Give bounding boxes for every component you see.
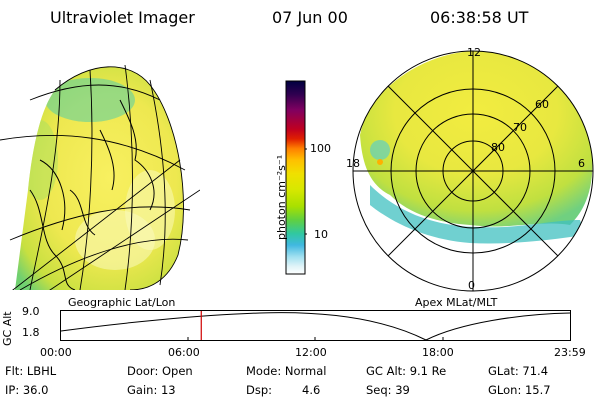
- altitude-curve: [60, 312, 571, 341]
- altitude-ylabel: GC Alt: [1, 311, 14, 346]
- mlt-label-12: 12: [467, 46, 481, 59]
- geographic-image-panel: [0, 64, 200, 290]
- altitude-plot: [60, 310, 571, 341]
- glon-info: GLon: 15.7: [488, 383, 551, 397]
- mode-info: Mode: Normal: [246, 364, 327, 378]
- time-tick-0000: 00:00: [40, 346, 72, 359]
- gc-alt-info: GC Alt: 9.1 Re: [366, 364, 447, 378]
- time-tick-0600: 06:00: [168, 346, 200, 359]
- gain-info: Gain: 13: [127, 383, 176, 397]
- colorbar: [285, 80, 307, 275]
- mlat-label-80: 80: [491, 141, 505, 154]
- time-tick-1800: 18:00: [422, 346, 454, 359]
- dsp-value: 4.6: [302, 383, 321, 397]
- mlt-label-6: 6: [578, 157, 585, 170]
- colorbar-unit-label: photon cm⁻²s⁻¹: [275, 154, 288, 240]
- glat-info: GLat: 71.4: [488, 364, 549, 378]
- ip-info: IP: 36.0: [5, 383, 49, 397]
- polar-grid: [352, 50, 594, 292]
- polar-aurora-image: [353, 51, 593, 291]
- dsp-label: Dsp:: [246, 383, 273, 397]
- altitude-ytick-high: 9.0: [22, 305, 40, 318]
- mlt-label-0: 0: [468, 279, 475, 292]
- seq-info: Seq: 39: [366, 383, 410, 397]
- left-panel-caption: Geographic Lat/Lon: [68, 296, 176, 309]
- time-label: 06:38:58 UT: [430, 8, 529, 27]
- mlat-label-60: 60: [535, 98, 549, 111]
- geographic-grid: [0, 64, 200, 290]
- colorbar-tick-10: 10: [314, 228, 328, 241]
- time-tick-2359: 23:59: [554, 346, 586, 359]
- right-panel-caption: Apex MLat/MLT: [415, 296, 498, 309]
- colorbar-tick-100: 100: [310, 142, 331, 155]
- polar-mlat-mlt-panel: [352, 50, 594, 292]
- instrument-title: Ultraviolet Imager: [50, 8, 195, 27]
- date-label: 07 Jun 00: [272, 8, 348, 27]
- mlt-label-18: 18: [346, 157, 360, 170]
- altitude-ytick-low: 1.8: [22, 326, 40, 339]
- filter-info: Flt: LBHL: [5, 364, 57, 378]
- door-info: Door: Open: [127, 364, 193, 378]
- mlat-label-70: 70: [513, 121, 527, 134]
- time-tick-1200: 12:00: [295, 346, 327, 359]
